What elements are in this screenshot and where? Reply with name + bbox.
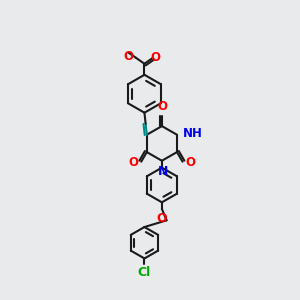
Text: O: O xyxy=(186,156,196,169)
Text: N: N xyxy=(158,165,168,178)
Text: NH: NH xyxy=(183,127,203,140)
Text: O: O xyxy=(157,100,167,113)
Text: O: O xyxy=(151,51,161,64)
Text: O: O xyxy=(124,50,134,63)
Text: O: O xyxy=(128,156,138,169)
Text: Cl: Cl xyxy=(138,266,151,279)
Text: O: O xyxy=(157,212,167,225)
